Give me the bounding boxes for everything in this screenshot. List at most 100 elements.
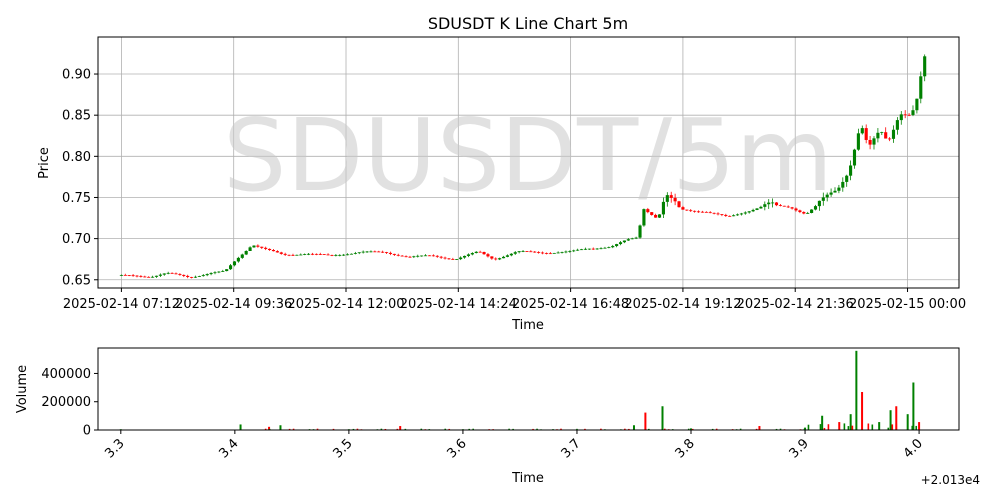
candle-body [689, 210, 692, 211]
candle-body [440, 257, 443, 258]
price-y-axis-label: Price [37, 147, 52, 179]
candle-body [268, 249, 271, 250]
candle-body [865, 128, 868, 140]
candle-body [135, 276, 138, 277]
volume-y-axis-label: Volume [15, 365, 30, 413]
candle-body [869, 140, 872, 145]
volume-bar [838, 422, 840, 430]
volume-bar [399, 426, 401, 430]
candle-body [806, 213, 809, 214]
candle-body [740, 213, 743, 214]
candle-body [174, 273, 177, 274]
candle-body [607, 247, 610, 248]
candle-body [549, 253, 552, 254]
candle-body [670, 195, 673, 198]
price-x-tick-label: 2025-02-14 09:36 [175, 297, 292, 312]
candle-body [510, 254, 513, 256]
candle-body [455, 259, 458, 260]
candle-body [755, 208, 758, 210]
price-x-tick-label: 2025-02-15 00:00 [849, 297, 966, 312]
candle-body [167, 273, 170, 274]
candle-body [291, 255, 294, 256]
candle-body [872, 138, 875, 144]
price-y-tick-label: 0.75 [62, 191, 91, 206]
candle-body [202, 275, 205, 276]
candle-body [666, 195, 669, 202]
candle-body [841, 182, 844, 188]
candle-body [155, 276, 158, 277]
candle-body [798, 210, 801, 212]
candle-body [404, 256, 407, 257]
price-y-tick-label: 0.65 [62, 273, 91, 288]
candle-body [194, 277, 197, 278]
candle-body [358, 252, 361, 253]
candle-body [705, 212, 708, 213]
candle-body [615, 244, 618, 246]
candle-body [533, 252, 536, 253]
candle-body [716, 213, 719, 214]
candle-body [498, 258, 501, 259]
candle-body [580, 249, 583, 250]
candle-body [249, 247, 252, 251]
candle-body [845, 176, 848, 182]
candle-body [525, 251, 528, 252]
candle-body [327, 255, 330, 256]
candle-body [393, 254, 396, 255]
candle-body [557, 253, 560, 254]
candle-body [892, 130, 895, 139]
candle-body [424, 255, 427, 256]
candle-body [677, 201, 680, 207]
volume-bar [808, 425, 810, 430]
candle-body [467, 254, 470, 256]
candle-body [408, 257, 411, 258]
candle-body [576, 250, 579, 251]
candle-body [443, 258, 446, 259]
volume-bar [850, 414, 852, 430]
candle-body [787, 207, 790, 208]
candle-body [471, 253, 474, 254]
watermark: SDUSDT/5m [223, 97, 833, 214]
candle-body [588, 249, 591, 250]
candle-body [479, 252, 482, 253]
candle-body [311, 254, 314, 255]
candle-body [720, 214, 723, 215]
candle-body [401, 256, 404, 257]
candle-body [658, 214, 661, 217]
volume-bar [918, 422, 920, 430]
candle-body [182, 275, 185, 276]
candle-body [627, 239, 630, 240]
candle-body [814, 206, 817, 209]
candle-body [350, 254, 353, 255]
candle-body [537, 252, 540, 253]
candle-body [225, 269, 228, 271]
candle-body [642, 209, 645, 225]
candle-body [529, 251, 532, 252]
candle-body [381, 252, 384, 253]
candle-body [724, 215, 727, 216]
candle-body [635, 238, 638, 239]
price-x-axis-label: Time [511, 318, 544, 333]
candle-body [288, 255, 291, 256]
candle-body [369, 251, 372, 252]
candle-body [919, 76, 922, 98]
candle-body [833, 191, 836, 193]
candle-body [713, 213, 716, 214]
candle-body [568, 251, 571, 252]
candle-body [151, 277, 154, 278]
candle-body [295, 255, 298, 256]
price-y-tick-label: 0.85 [62, 109, 91, 124]
candle-body [241, 254, 244, 257]
candle-body [584, 249, 587, 250]
volume-bar [895, 424, 897, 430]
candle-body [221, 271, 224, 272]
candle-body [210, 273, 213, 274]
volume-x-offset-label: +2.013e4 [921, 473, 980, 487]
volume-bar [821, 416, 823, 430]
candle-body [432, 255, 435, 256]
candle-body [459, 258, 462, 260]
candle-body [256, 246, 259, 247]
candle-body [486, 254, 489, 256]
volume-bar [907, 414, 909, 430]
candle-body [366, 252, 369, 253]
candle-body [911, 110, 914, 115]
